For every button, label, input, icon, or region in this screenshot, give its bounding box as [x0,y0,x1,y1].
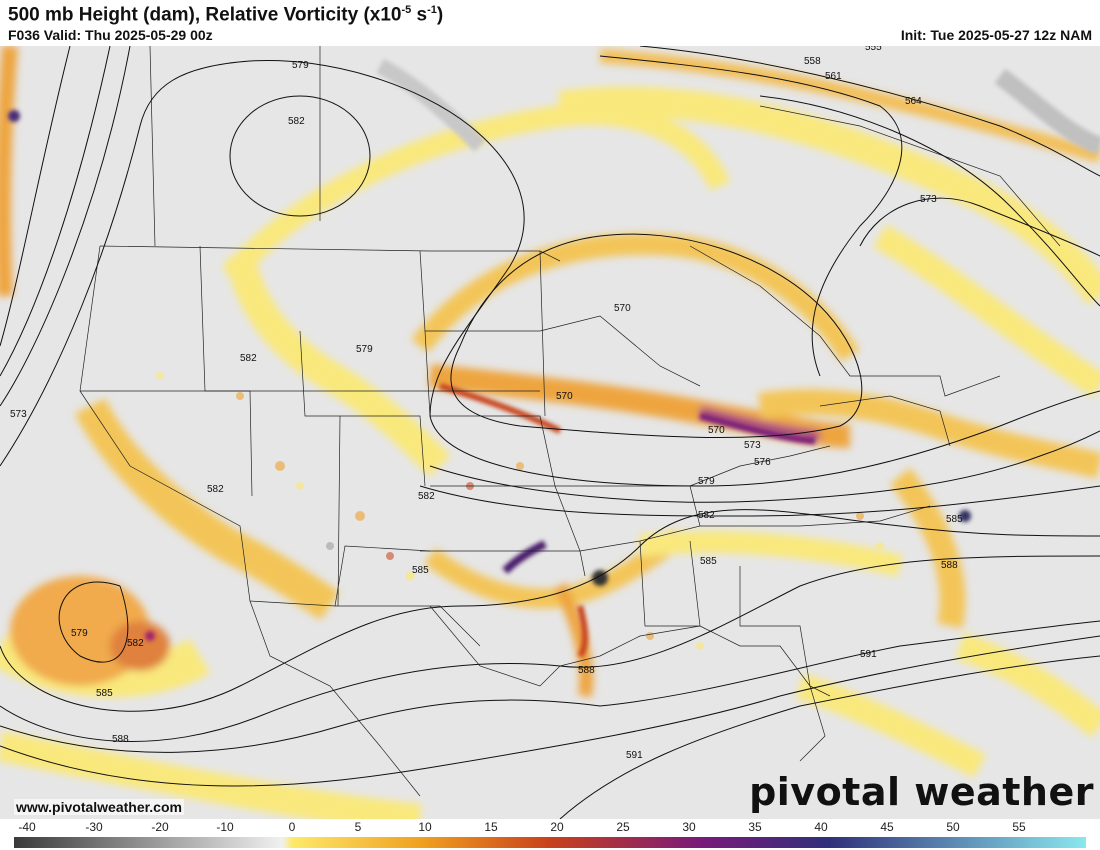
colorbar-tick: 35 [748,820,762,834]
contour-label: 561 [825,71,842,82]
colorbar-tick: 40 [814,820,828,834]
vorticity-field [0,46,1100,819]
colorbar-tick: 55 [1012,820,1026,834]
contour-label: 570 [614,303,631,314]
contour-label: 555 [865,46,882,53]
colorbar [14,837,1086,848]
contour-label: 579 [292,60,309,71]
contour-label: 573 [744,440,761,451]
colorbar-tick: -40 [18,820,36,834]
contour-label: 582 [288,116,305,127]
title-unit-exponent: -1 [427,4,437,16]
contour-label: 582 [127,638,144,649]
map-canvas: 579 582 555 558 561 564 573 570 570 570 … [0,46,1100,819]
contour-label: 579 [698,476,715,487]
header: 500 mb Height (dam), Relative Vorticity … [0,0,1100,46]
colorbar-tick: 10 [418,820,432,834]
contour-label: 591 [860,649,877,660]
contour-label: 579 [356,344,373,355]
contour-label: 588 [578,665,595,676]
contour-label: 591 [626,750,643,761]
brand-logo: pivotal weather [749,770,1094,814]
map-title: 500 mb Height (dam), Relative Vorticity … [8,4,443,26]
contour-label: 558 [804,56,821,67]
site-url[interactable]: www.pivotalweather.com [14,799,184,815]
valid-time: F036 Valid: Thu 2025-05-29 00z [8,27,213,43]
contour-labels: 579 582 555 558 561 564 573 570 570 570 … [10,46,963,761]
contour-label: 570 [708,425,725,436]
colorbar-tick: 5 [354,820,362,834]
title-close: ) [436,4,444,26]
vorticity-map[interactable]: 579 582 555 558 561 564 573 570 570 570 … [0,46,1100,819]
boundaries [79,46,1061,797]
contour-label: 582 [207,484,224,495]
title-exponent: -5 [401,4,412,16]
contour-label: 573 [10,409,27,420]
colorbar-tick: 30 [682,820,696,834]
colorbar-tick: 15 [484,820,498,834]
contour-label: 588 [941,560,958,571]
colorbar-tick: -30 [85,820,103,834]
title-unit: s [411,4,428,26]
title-text: 500 mb Height (dam), Relative Vorticity … [8,4,402,26]
init-time: Init: Tue 2025-05-27 12z NAM [900,27,1092,43]
contour-label: 573 [920,194,937,205]
contour-label: 585 [946,514,963,525]
colorbar-tick: 45 [880,820,894,834]
contour-label: 576 [754,457,771,468]
colorbar-tick: 20 [550,820,564,834]
colorbar-labels: -40 -30 -20 -10 0 5 10 15 20 25 30 35 40… [0,820,1100,836]
contour-label: 579 [71,628,88,639]
colorbar-tick: 50 [946,820,960,834]
colorbar-tick: -20 [151,820,169,834]
contour-label: 588 [112,734,129,745]
colorbar-tick: 25 [616,820,630,834]
contour-label: 570 [556,391,573,402]
contour-label: 585 [700,556,717,567]
contour-label: 582 [240,353,257,364]
height-contours [0,46,1100,819]
contour-label: 585 [412,565,429,576]
contour-label: 582 [698,510,715,521]
colorbar-tick: -10 [216,820,234,834]
colorbar-tick: 0 [288,820,296,834]
contour-label: 585 [96,688,113,699]
contour-label: 564 [905,96,922,107]
contour-label: 582 [418,491,435,502]
